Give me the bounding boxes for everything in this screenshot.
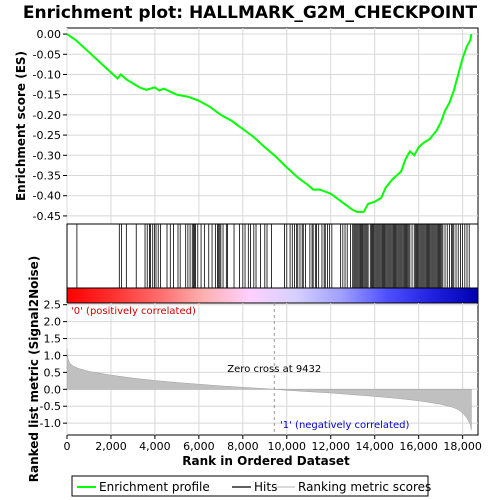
colorbar-strip <box>66 287 479 304</box>
zero-cross-annotation: Zero cross at 9432 <box>227 364 321 375</box>
x-tick-label: 14,000 <box>355 440 394 453</box>
x-tick-label: 10,000 <box>268 440 307 453</box>
ranked-metric-panel: 2.5 2.0 1.5 1.0 0.5 0.0 -0.5 -1.0 '0' (positive… <box>27 256 479 483</box>
enrichment-profile-line <box>66 33 473 213</box>
rank-y-axis-label: Ranked list metric (Signal2Noise) <box>27 256 41 483</box>
rank-y-tick-label: 0.5 <box>44 366 62 379</box>
es-y-tick-label: 0.00 <box>37 28 62 41</box>
legend-label-hits: Hits <box>254 480 277 494</box>
x-axis-label: Rank in Ordered Dataset <box>182 454 350 468</box>
rank-y-tick-label: 2.5 <box>44 299 62 312</box>
rank-y-tick-label: 1.0 <box>44 349 62 362</box>
es-y-tick-label: -0.40 <box>33 190 61 203</box>
es-y-tick-label: -0.20 <box>33 109 61 122</box>
hits-panel <box>66 223 479 289</box>
x-tick-label: 4,000 <box>139 440 171 453</box>
rank-y-tick-label: -0.5 <box>40 400 61 413</box>
legend: Enrichment profile Hits Ranking metric s… <box>71 475 431 497</box>
negative-annotation: '1' (negatively correlated) <box>280 420 409 431</box>
legend-label-ranking-metric: Ranking metric scores <box>298 480 431 494</box>
es-panel-frame <box>66 27 479 225</box>
hit-lines <box>76 224 470 288</box>
x-tick-label: 18,000 <box>443 440 482 453</box>
rank-colorbar <box>66 287 479 304</box>
legend-label-enrichment-profile: Enrichment profile <box>99 480 210 494</box>
es-y-tick-label: -0.25 <box>33 129 61 142</box>
rank-y-ticks: 2.5 2.0 1.5 1.0 0.5 0.0 -0.5 -1.0 <box>40 299 67 430</box>
es-y-tick-label: -0.10 <box>33 68 61 81</box>
rank-y-tick-label: -1.0 <box>40 417 61 430</box>
rank-panel-frame <box>66 302 479 436</box>
rank-y-tick-label: 1.5 <box>44 333 62 346</box>
es-y-tick-label: -0.05 <box>33 48 61 61</box>
x-tick-label: 16,000 <box>399 440 438 453</box>
legend-frame <box>71 475 429 497</box>
rank-y-tick-label: 2.0 <box>44 316 62 329</box>
enrichment-score-panel: 0.00 -0.05 -0.10 -0.15 -0.20 -0.25 -0.30 -0.35 -… <box>14 27 479 225</box>
es-y-tick-label: -0.15 <box>33 89 61 102</box>
x-axis-ticks: 0 2,000 4,000 6,000 8,000 10,000 12,000 14,000 1… <box>64 435 482 453</box>
x-tick-label: 8,000 <box>227 440 259 453</box>
es-y-tick-label: -0.45 <box>33 210 61 223</box>
es-y-axis-label: Enrichment score (ES) <box>14 51 28 201</box>
x-tick-label: 12,000 <box>311 440 350 453</box>
x-tick-label: 6,000 <box>183 440 215 453</box>
es-y-tick-label: -0.30 <box>33 149 61 162</box>
positive-annotation: '0' (positively correlated) <box>71 306 196 317</box>
rank-y-tick-label: 0.0 <box>44 383 62 396</box>
es-y-tick-label: -0.35 <box>33 170 61 183</box>
es-grid <box>66 28 478 224</box>
x-tick-label: 0 <box>64 440 71 453</box>
es-y-ticks: 0.00 -0.05 -0.10 -0.15 -0.20 -0.25 -0.30 -0.35 -… <box>33 28 67 223</box>
x-tick-label: 2,000 <box>95 440 127 453</box>
chart-title: Enrichment plot: HALLMARK_G2M_CHECKPOINT <box>23 3 478 23</box>
